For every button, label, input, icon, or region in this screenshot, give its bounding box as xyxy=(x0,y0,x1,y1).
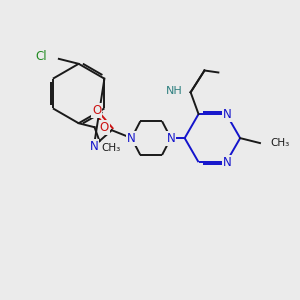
Text: CH₃: CH₃ xyxy=(101,143,121,153)
Text: N: N xyxy=(223,156,232,169)
Text: N: N xyxy=(89,140,98,152)
Text: O: O xyxy=(92,104,101,117)
Text: N: N xyxy=(167,132,175,145)
Text: CH₃: CH₃ xyxy=(270,138,289,148)
Text: N: N xyxy=(127,132,136,145)
Text: N: N xyxy=(223,108,232,121)
Text: Cl: Cl xyxy=(35,50,47,63)
Text: H: H xyxy=(104,143,112,153)
Text: O: O xyxy=(100,121,109,134)
Text: NH: NH xyxy=(166,86,183,96)
